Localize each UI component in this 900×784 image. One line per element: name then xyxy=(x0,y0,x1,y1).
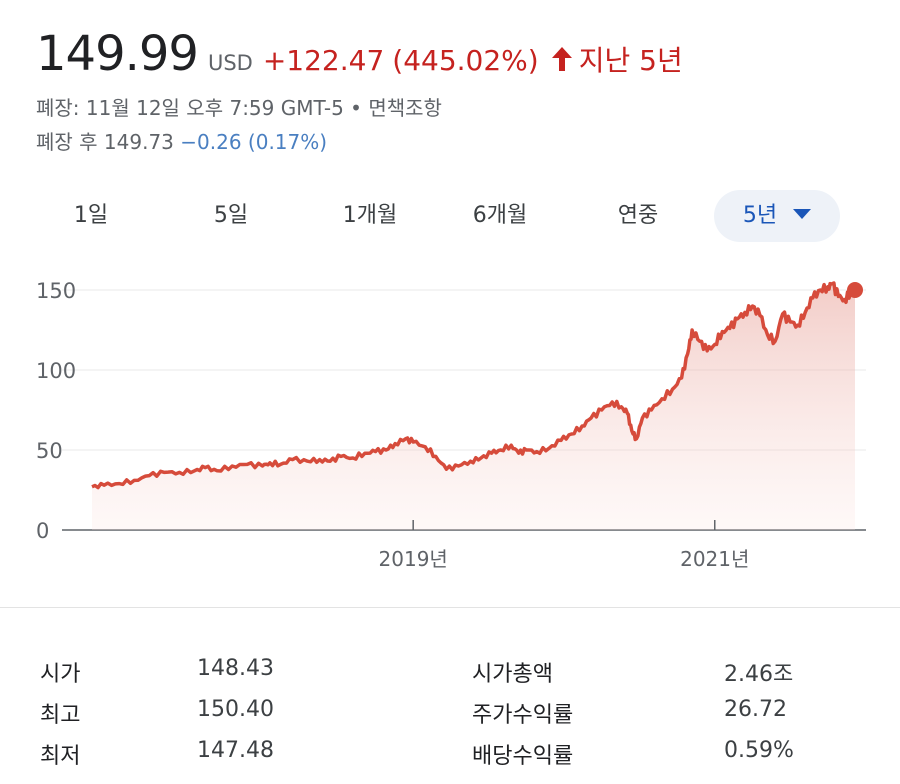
x-tick-label: 2021년 xyxy=(680,547,749,571)
tab-5d[interactable]: 5일 xyxy=(213,203,249,228)
price-change-percent: (445.02%) xyxy=(392,44,539,77)
tab-5y-label: 5년 xyxy=(742,203,778,228)
y-tick-label: 0 xyxy=(36,519,49,543)
y-tick-label: 100 xyxy=(36,359,76,383)
stat-label-pe-ratio: 주가수익률 xyxy=(472,703,574,728)
stat-value-market-cap: 2.46조 xyxy=(724,662,794,687)
tab-5y[interactable]: 5년 xyxy=(714,190,840,242)
dropdown-caret-icon xyxy=(793,209,812,219)
after-hours-price: 폐장 후 149.73 xyxy=(36,130,174,154)
quote-header: 149.99 USD +122.47 (445.02%) 지난 5년 xyxy=(36,26,683,82)
tab-ytd[interactable]: 연중 xyxy=(617,203,659,228)
price-line xyxy=(91,281,857,490)
price-chart: 150 100 50 0 2019년 2021년 xyxy=(36,279,866,571)
tab-6m[interactable]: 6개월 xyxy=(472,203,528,228)
y-tick-label: 50 xyxy=(36,439,63,463)
stat-value-open: 148.43 xyxy=(197,656,274,681)
stat-label-open: 시가 xyxy=(40,662,81,687)
stat-label-high: 최고 xyxy=(40,703,81,728)
stat-label-market-cap: 시가총액 xyxy=(472,662,553,687)
after-hours-line: 폐장 후 149.73 −0.26 (0.17%) xyxy=(36,126,327,155)
current-price: 149.99 xyxy=(36,26,199,82)
section-divider xyxy=(0,607,900,608)
price-area xyxy=(92,283,855,530)
stat-value-dividend-yield: 0.59% xyxy=(724,738,794,763)
after-hours-change: −0.26 (0.17%) xyxy=(180,130,328,154)
y-tick-label: 150 xyxy=(36,279,76,303)
stat-value-pe-ratio: 26.72 xyxy=(724,697,787,722)
market-status-line: 폐장: 11월 12일 오후 7:59 GMT-5 • 면책조항 xyxy=(36,96,442,120)
stat-value-low: 147.48 xyxy=(197,738,274,763)
range-tabs: 1일 5일 1개월 6개월 연중 5년 xyxy=(0,190,900,242)
price-change: +122.47 xyxy=(262,44,385,77)
stat-value-high: 150.40 xyxy=(197,697,274,722)
stat-label-low: 최저 xyxy=(40,744,81,769)
period-label: 지난 5년 xyxy=(578,44,683,77)
last-price-dot xyxy=(847,282,863,299)
tab-1d[interactable]: 1일 xyxy=(73,203,109,228)
currency-label: USD xyxy=(207,51,253,75)
x-tick-label: 2019년 xyxy=(379,547,448,571)
stat-label-dividend-yield: 배당수익률 xyxy=(472,744,574,769)
tab-1m[interactable]: 1개월 xyxy=(342,203,398,228)
arrow-up-icon xyxy=(551,46,573,72)
